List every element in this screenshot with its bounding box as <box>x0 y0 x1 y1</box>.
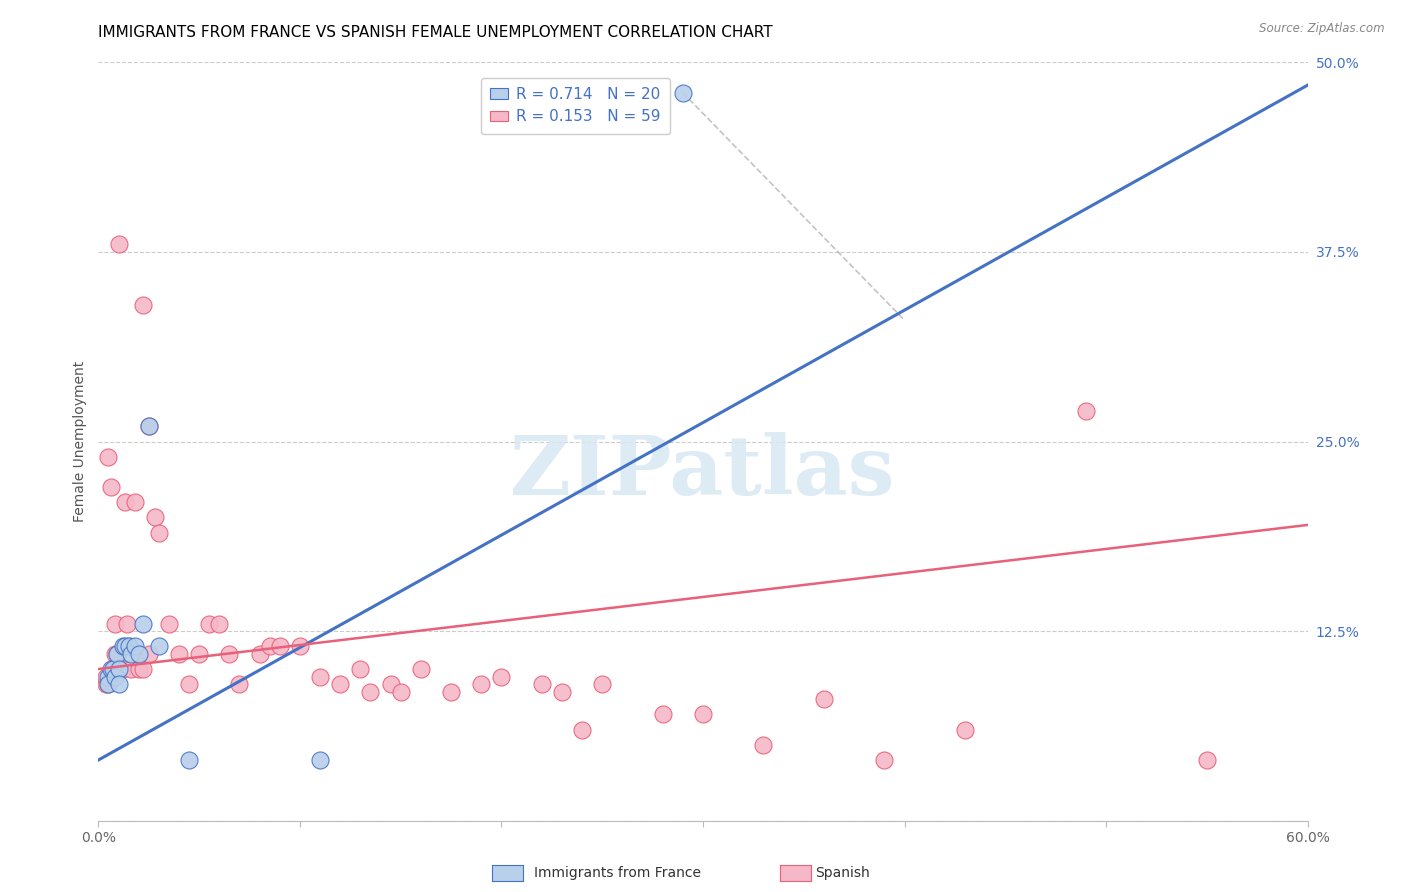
Point <box>591 677 613 691</box>
Point <box>530 677 553 691</box>
Point <box>96 677 118 691</box>
Point <box>128 647 150 661</box>
Point <box>179 677 201 691</box>
Point <box>692 707 714 722</box>
Point <box>118 639 141 653</box>
Point <box>103 616 125 631</box>
Point <box>157 616 180 631</box>
Point <box>491 669 513 683</box>
Point <box>148 639 170 653</box>
Point <box>111 662 134 676</box>
Point <box>132 616 155 631</box>
Point <box>198 616 221 631</box>
Point <box>143 510 166 524</box>
Point <box>440 685 463 699</box>
Point <box>124 495 146 509</box>
Point <box>873 753 896 767</box>
Point <box>118 639 141 653</box>
Point <box>101 662 124 676</box>
Point <box>167 647 190 661</box>
Point <box>120 647 142 661</box>
Y-axis label: Female Unemployment: Female Unemployment <box>73 361 87 522</box>
Point <box>208 616 231 631</box>
Point <box>97 677 120 691</box>
Point <box>953 723 976 737</box>
Point <box>107 662 129 676</box>
Point <box>138 647 160 661</box>
Point <box>97 677 120 691</box>
Point <box>389 685 412 699</box>
Point <box>107 662 129 676</box>
Point <box>1074 404 1097 418</box>
Point <box>269 639 291 653</box>
Point <box>228 677 250 691</box>
Point <box>101 662 124 676</box>
Point <box>100 480 122 494</box>
Point <box>100 662 122 676</box>
Legend: R = 0.714   N = 20, R = 0.153   N = 59: R = 0.714 N = 20, R = 0.153 N = 59 <box>481 78 669 134</box>
Point <box>571 723 593 737</box>
Point <box>120 662 142 676</box>
Point <box>349 662 371 676</box>
Point <box>138 419 160 434</box>
Point <box>138 419 160 434</box>
Point <box>148 525 170 540</box>
Point <box>651 707 673 722</box>
Point <box>128 662 150 676</box>
Point <box>103 647 125 661</box>
Point <box>179 753 201 767</box>
Point <box>97 669 120 683</box>
Point <box>105 647 128 661</box>
Point <box>132 298 155 312</box>
Point <box>672 86 695 100</box>
Point <box>249 647 271 661</box>
Point <box>115 616 138 631</box>
Text: ZIPatlas: ZIPatlas <box>510 432 896 512</box>
Point <box>107 237 129 252</box>
Point <box>111 639 134 653</box>
Point <box>218 647 240 661</box>
Point <box>752 738 775 752</box>
Point <box>470 677 492 691</box>
Point <box>132 662 155 676</box>
Point <box>107 677 129 691</box>
Point <box>97 450 120 464</box>
Point <box>309 669 332 683</box>
Point <box>259 639 281 653</box>
Point <box>96 669 118 683</box>
Point <box>329 677 352 691</box>
Point <box>1195 753 1218 767</box>
Point <box>114 639 136 653</box>
Point <box>288 639 311 653</box>
Point <box>360 685 382 699</box>
Text: Immigrants from France: Immigrants from France <box>534 866 702 880</box>
Point <box>114 495 136 509</box>
Point <box>105 647 128 661</box>
Point <box>101 662 124 676</box>
Point <box>124 639 146 653</box>
Text: Source: ZipAtlas.com: Source: ZipAtlas.com <box>1260 22 1385 36</box>
Point <box>309 753 332 767</box>
Point <box>103 669 125 683</box>
Point <box>380 677 402 691</box>
Point <box>188 647 211 661</box>
Point <box>813 692 835 706</box>
Text: IMMIGRANTS FROM FRANCE VS SPANISH FEMALE UNEMPLOYMENT CORRELATION CHART: IMMIGRANTS FROM FRANCE VS SPANISH FEMALE… <box>98 26 773 40</box>
Point <box>551 685 574 699</box>
Point <box>409 662 432 676</box>
Text: Spanish: Spanish <box>815 866 870 880</box>
